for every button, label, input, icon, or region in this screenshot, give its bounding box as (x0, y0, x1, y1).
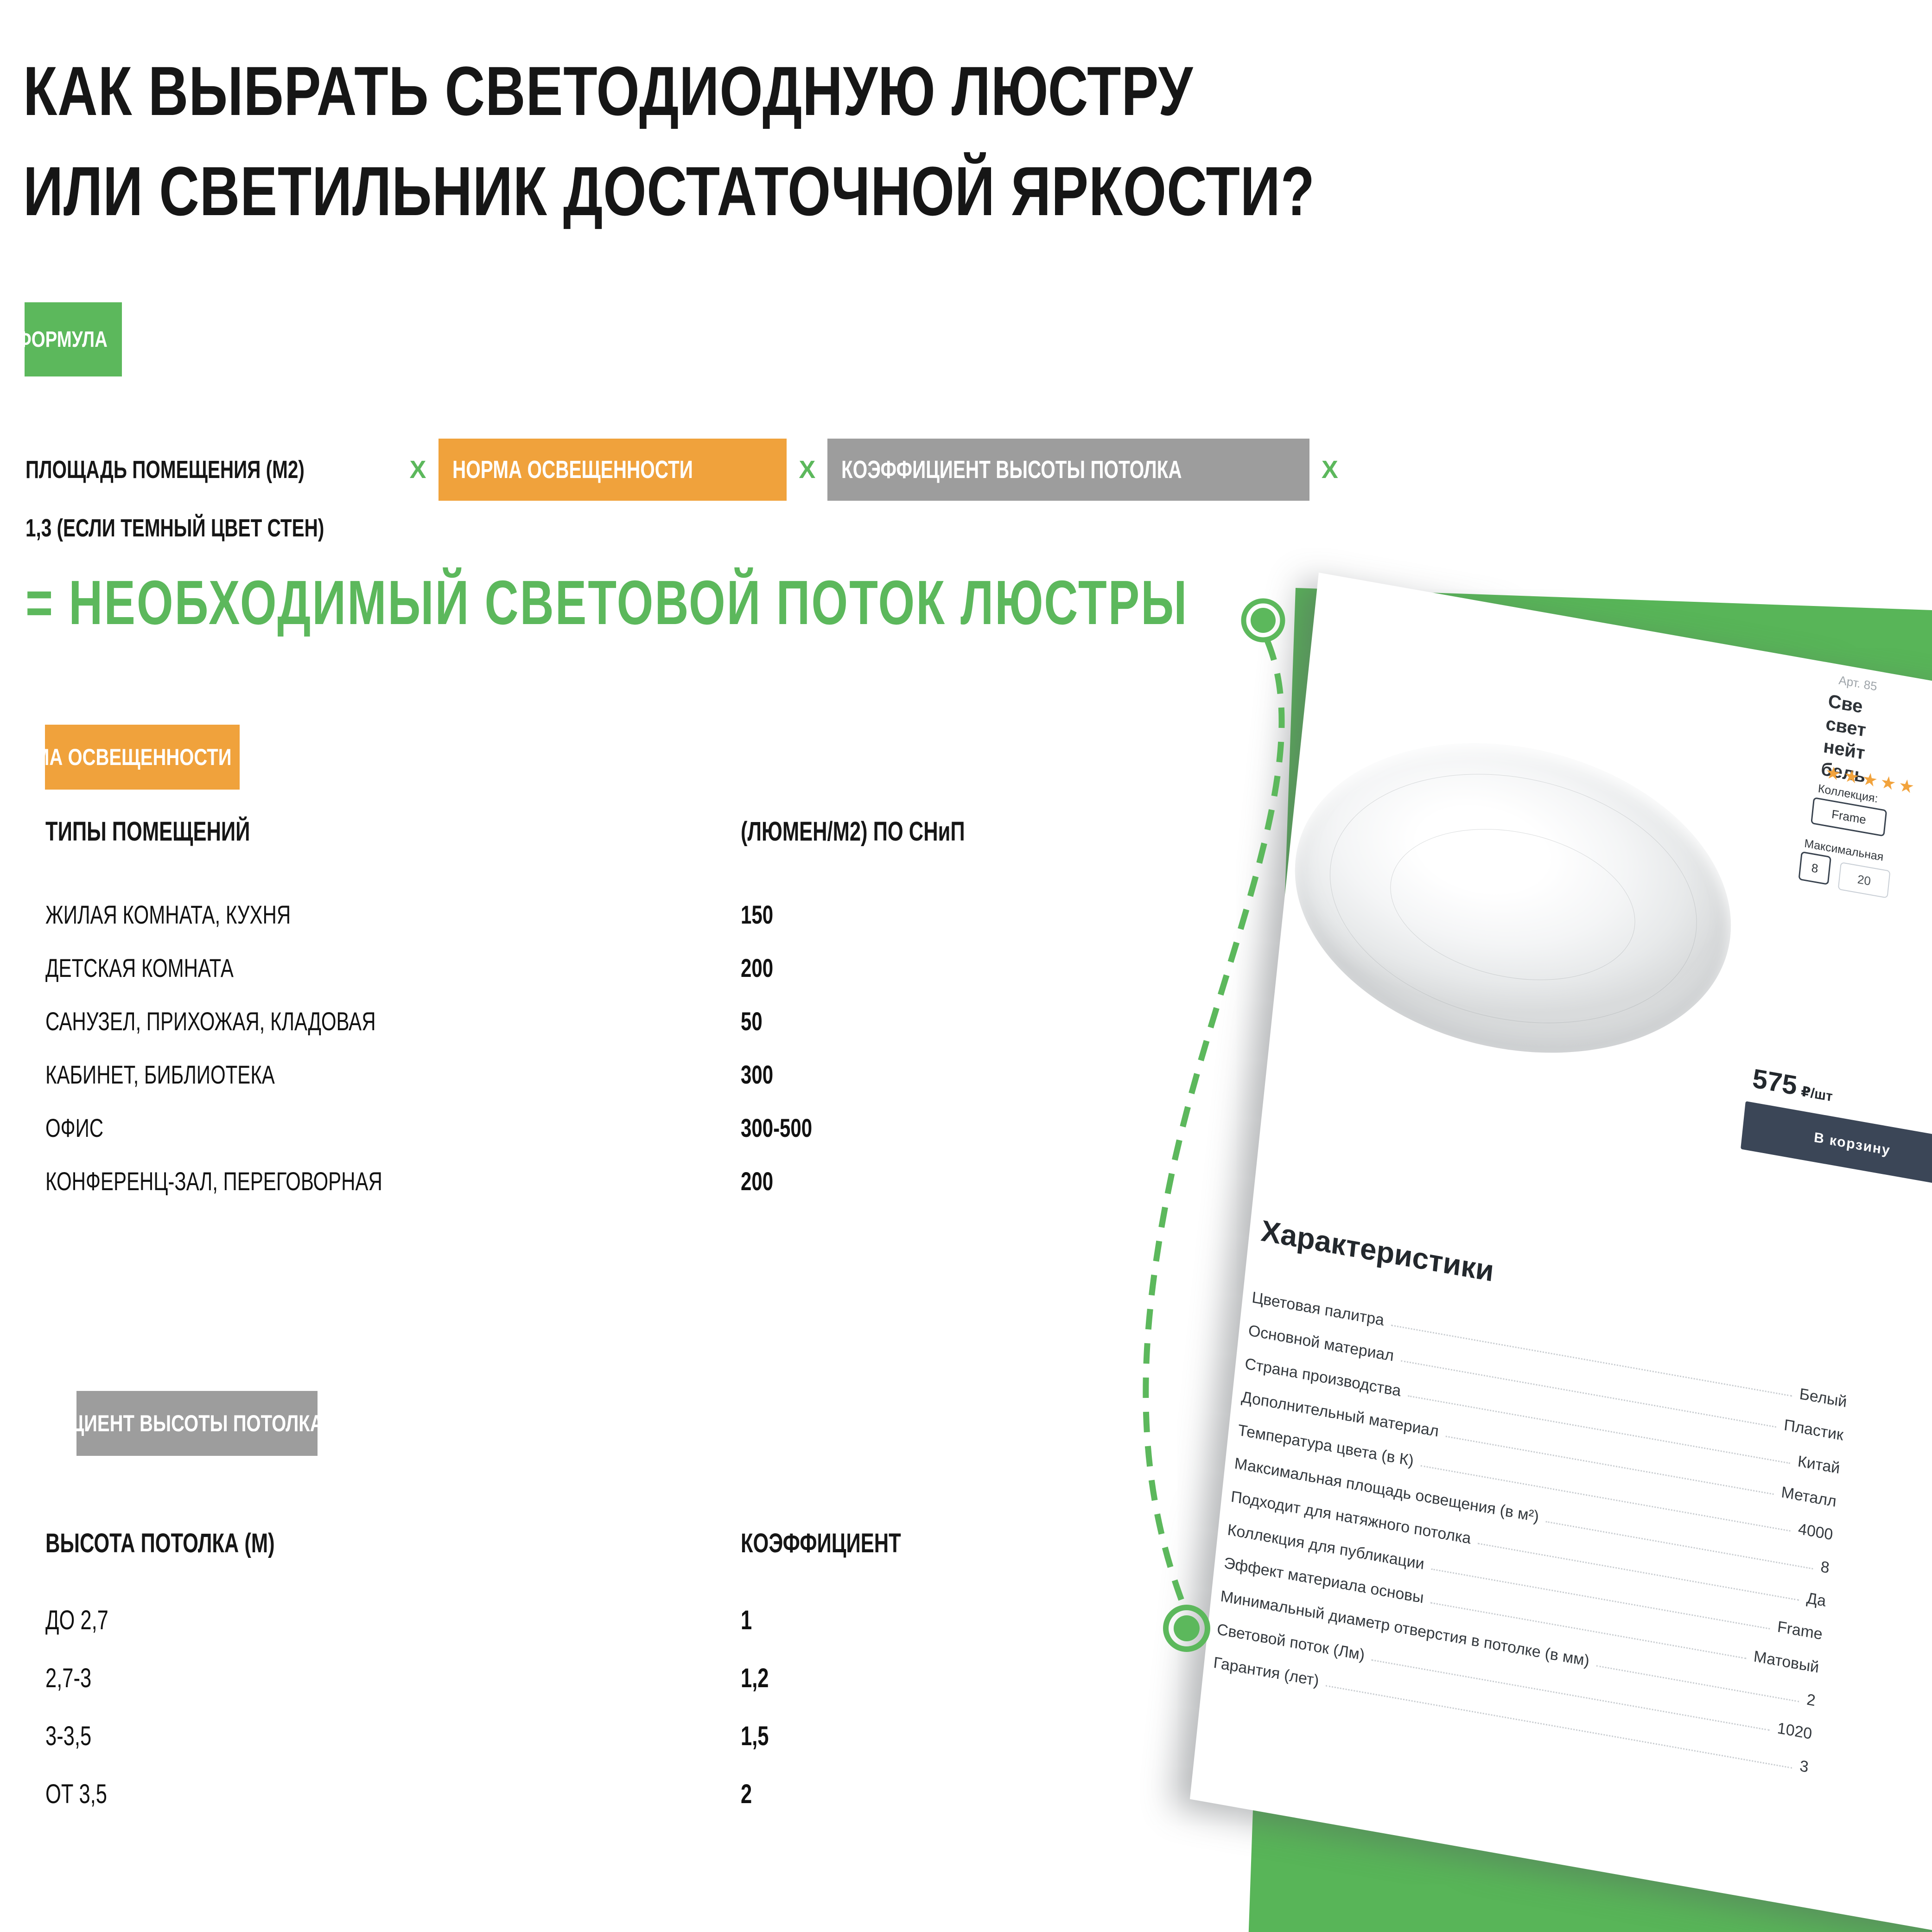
add-to-cart-button[interactable]: В корзину (1741, 1101, 1932, 1190)
norm-badge-label: НОРМА ОСВЕЩЕННОСТИ (0, 744, 232, 770)
lumen-value: 200 (741, 953, 774, 982)
specs-heading: Характеристики (1259, 1213, 1496, 1288)
room-type: ОФИС (45, 1113, 104, 1142)
main-title-line1: КАК ВЫБРАТЬ СВЕТОДИОДНУЮ ЛЮСТРУ (23, 52, 1193, 130)
coef-table-row: 3-3,5 1,5 (45, 1707, 1019, 1765)
coef-badge: КОЭФФИЦИЕНТ ВЫСОТЫ ПОТОЛКА (0, 1391, 323, 1456)
formula-part1: ПЛОЩАДЬ ПОМЕЩЕНИЯ (М2) (25, 455, 305, 484)
norm-header-left: ТИПЫ ПОМЕЩЕНИЙ (45, 816, 250, 847)
ceiling-height: 3-3,5 (45, 1721, 92, 1751)
lumen-value: 300-500 (741, 1113, 813, 1142)
coef-table-row: ОТ 3,5 2 (45, 1765, 1019, 1823)
norm-table-row: ЖИЛАЯ КОМНАТА, КУХНЯ 150 (45, 888, 1019, 941)
room-type: ДЕТСКАЯ КОМНАТА (45, 953, 234, 982)
formula-coef-badge: КОЭФФИЦИЕНТ ВЫСОТЫ ПОТОЛКА (827, 438, 1309, 501)
coef-value: 1,5 (741, 1721, 769, 1751)
norm-table-row: ОФИС 300-500 (45, 1101, 1019, 1154)
norm-table-row: ДЕТСКАЯ КОМНАТА 200 (45, 941, 1019, 995)
norm-table: ТИПЫ ПОМЕЩЕНИЙ (ЛЮМЕН/М2) ПО СНиП ЖИЛАЯ … (45, 816, 1019, 1208)
spec-value: Да (1805, 1589, 1827, 1610)
price-value: 575 (1751, 1063, 1799, 1101)
lumen-value: 300 (741, 1060, 774, 1089)
formula-norm-badge: НОРМА ОСВЕЩЕННОСТИ (438, 438, 787, 501)
price: 575 ₽/шт (1751, 1063, 1835, 1108)
formula-block: ПЛОЩАДЬ ПОМЕЩЕНИЯ (М2) X НОРМА ОСВЕЩЕННО… (25, 438, 1576, 638)
formula-line2: 1,3 (ЕСЛИ ТЕМНЫЙ ЦВЕТ СТЕН) (25, 507, 1576, 549)
coef-table: ВЫСОТА ПОТОЛКА (М) КОЭФФИЦИЕНТ ДО 2,7 1 … (45, 1528, 1019, 1823)
norm-table-header: ТИПЫ ПОМЕЩЕНИЙ (ЛЮМЕН/М2) ПО СНиП (45, 816, 1019, 847)
formula-badge-label: ФОРМУЛА (16, 327, 108, 352)
coef-header-right: КОЭФФИЦИЕНТ (741, 1528, 901, 1558)
room-type: КОНФЕРЕНЦ-ЗАЛ, ПЕРЕГОВОРНАЯ (45, 1167, 382, 1196)
norm-badge: НОРМА ОСВЕЩЕННОСТИ (0, 725, 240, 790)
spec-value: 3 (1799, 1757, 1810, 1776)
product-page-screenshot: Арт. 85 Све свет нейт бель ★★★★★ Коллекция:… (1189, 573, 1932, 1932)
lumen-value: 50 (741, 1007, 763, 1036)
multiply-sign: X (1321, 455, 1338, 484)
coef-header-left: ВЫСОТА ПОТОЛКА (М) (45, 1528, 275, 1558)
norm-table-row: КАБИНЕТ, БИБЛИОТЕКА 300 (45, 1048, 1019, 1101)
formula-part2: 1,3 (ЕСЛИ ТЕМНЫЙ ЦВЕТ СТЕН) (25, 514, 324, 542)
norm-header-right: (ЛЮМЕН/М2) ПО СНиП (741, 816, 965, 847)
ceiling-height: ОТ 3,5 (45, 1779, 107, 1809)
specs-table: Цветовая палитра Белый Основной материал… (1213, 1273, 1849, 1776)
product-photo (1280, 709, 1746, 1086)
formula-result: = НЕОБХОДИМЫЙ СВЕТОВОЙ ПОТОК ЛЮСТРЫ (25, 567, 1576, 638)
formula-norm-label: НОРМА ОСВЕЩЕННОСТИ (452, 455, 693, 484)
coef-table-header: ВЫСОТА ПОТОЛКА (М) КОЭФФИЦИЕНТ (45, 1528, 1019, 1559)
lumen-value: 150 (741, 900, 774, 929)
coef-value: 2 (741, 1779, 752, 1809)
area-chip-8[interactable]: 8 (1798, 851, 1832, 886)
coef-badge-label: КОЭФФИЦИЕНТ ВЫСОТЫ ПОТОЛКА (0, 1410, 324, 1436)
price-unit: ₽/шт (1800, 1084, 1834, 1105)
formula-coef-label: КОЭФФИЦИЕНТ ВЫСОТЫ ПОТОЛКА (841, 455, 1182, 484)
room-type: САНУЗЕЛ, ПРИХОЖАЯ, КЛАДОВАЯ (45, 1007, 376, 1036)
formula-result-label: = НЕОБХОДИМЫЙ СВЕТОВОЙ ПОТОК ЛЮСТРЫ (25, 567, 1188, 638)
lumen-value: 200 (741, 1167, 774, 1196)
spec-value: 2 (1805, 1690, 1817, 1710)
norm-table-row: САНУЗЕЛ, ПРИХОЖАЯ, КЛАДОВАЯ 50 (45, 995, 1019, 1048)
product-sku: Арт. 85 (1838, 673, 1878, 694)
room-type: ЖИЛАЯ КОМНАТА, КУХНЯ (45, 900, 291, 929)
multiply-sign: X (409, 455, 426, 484)
ceiling-height: 2,7-3 (45, 1663, 92, 1693)
flux-marker-bottom-icon (1163, 1605, 1210, 1652)
spec-value: 8 (1819, 1557, 1830, 1577)
coef-value: 1 (741, 1605, 752, 1635)
room-type: КАБИНЕТ, БИБЛИОТЕКА (45, 1060, 275, 1089)
coef-table-row: ДО 2,7 1 (45, 1591, 1019, 1649)
ceiling-height: ДО 2,7 (45, 1605, 108, 1635)
main-title: КАК ВЫБРАТЬ СВЕТОДИОДНУЮ ЛЮСТРУ ИЛИ СВЕТ… (23, 41, 1638, 241)
norm-table-row: КОНФЕРЕНЦ-ЗАЛ, ПЕРЕГОВОРНАЯ 200 (45, 1154, 1019, 1208)
formula-badge: ФОРМУЛА (16, 302, 122, 376)
formula-line1: ПЛОЩАДЬ ПОМЕЩЕНИЯ (М2) X НОРМА ОСВЕЩЕННО… (25, 438, 1576, 501)
area-chip-20[interactable]: 20 (1837, 861, 1891, 899)
coef-value: 1,2 (741, 1663, 769, 1693)
main-title-line2: ИЛИ СВЕТИЛЬНИК ДОСТАТОЧНОЙ ЯРКОСТИ? (23, 152, 1315, 230)
coef-table-row: 2,7-3 1,2 (45, 1649, 1019, 1707)
multiply-sign: X (799, 455, 816, 484)
spec-label: Гарантия (лет) (1213, 1653, 1320, 1690)
